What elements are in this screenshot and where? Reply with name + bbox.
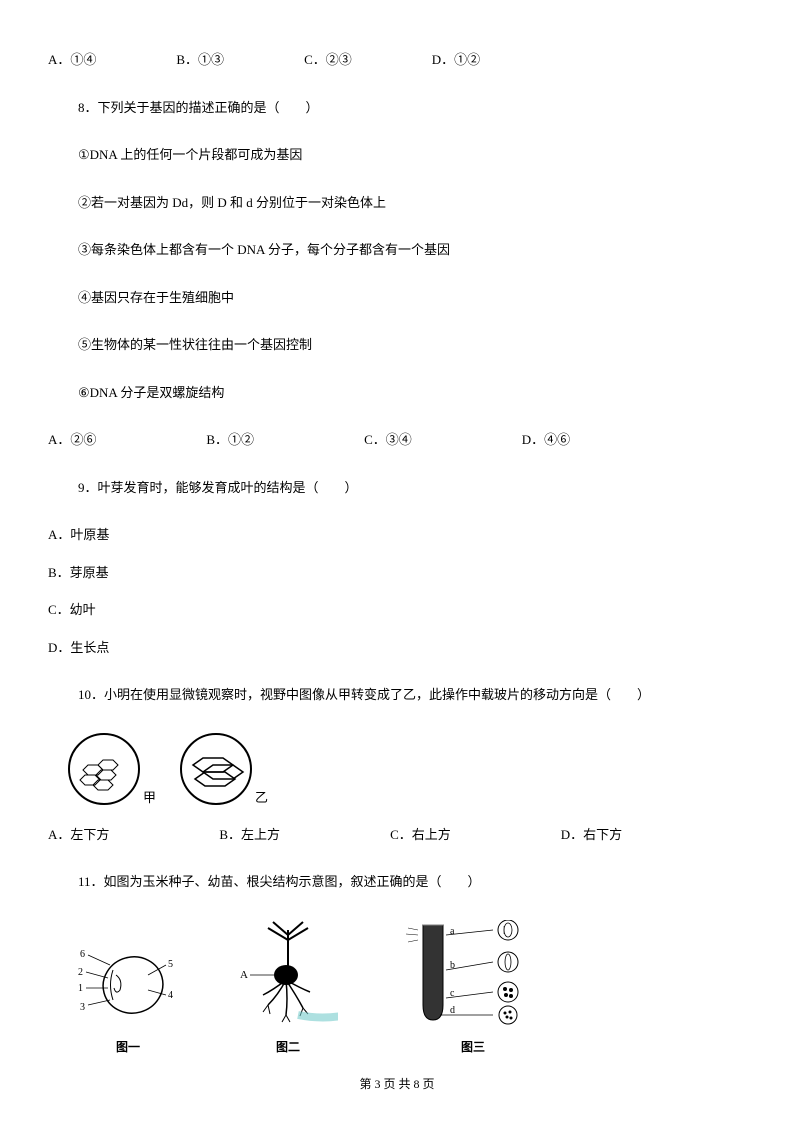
q8-option-b: B．①② xyxy=(206,430,254,450)
root-label-a: a xyxy=(450,926,455,937)
root-tip-icon: a b c d xyxy=(398,920,548,1030)
q7-option-b: B．①③ xyxy=(176,50,224,70)
seed-num-2: 2 xyxy=(78,967,83,978)
seed-num-1: 1 xyxy=(78,983,83,994)
microscope-view-jia: 甲 xyxy=(68,733,140,805)
q11-stem: 11．如图为玉米种子、幼苗、根尖结构示意图，叙述正确的是（ ） xyxy=(78,872,746,892)
q9-option-c: C．幼叶 xyxy=(48,600,746,620)
q7-option-d: D．①② xyxy=(432,50,480,70)
q8-item-6: ⑥DNA 分子是双螺旋结构 xyxy=(78,383,746,403)
seedling-icon: A xyxy=(238,920,338,1030)
q8-item-2: ②若一对基因为 Dd，则 D 和 d 分别位于一对染色体上 xyxy=(78,193,746,213)
q10-option-d: D．右下方 xyxy=(561,825,622,845)
microscope-view-yi: 乙 xyxy=(180,733,252,805)
q10-figures: 甲 乙 xyxy=(68,733,746,805)
q9-stem: 9．叶芽发育时，能够发育成叶的结构是（ ） xyxy=(78,478,746,498)
seed-num-6: 6 xyxy=(80,949,85,960)
cells-yi-icon xyxy=(190,755,248,793)
root-label-c: c xyxy=(450,988,455,999)
q8-options: A．②⑥ B．①② C．③④ D．④⑥ xyxy=(48,430,746,450)
q8-stem: 8．下列关于基因的描述正确的是（ ） xyxy=(78,98,746,118)
q7-option-a: A．①④ xyxy=(48,50,96,70)
root-tip-figure: a b c d 图三 xyxy=(398,920,548,1056)
seed-num-5: 5 xyxy=(168,959,173,970)
root-label-b: b xyxy=(450,960,455,971)
q10-option-c: C．右上方 xyxy=(390,825,451,845)
q10-option-a: A．左下方 xyxy=(48,825,109,845)
q9-option-a: A．叶原基 xyxy=(48,525,746,545)
fig3-label: 图三 xyxy=(461,1038,485,1056)
page-footer: 第 3 页 共 8 页 xyxy=(0,1075,794,1093)
label-jia: 甲 xyxy=(143,788,156,808)
seed-icon: 6 2 1 3 5 4 xyxy=(78,930,178,1030)
cells-jia-icon xyxy=(78,750,133,795)
q8-option-d: D．④⑥ xyxy=(522,430,570,450)
q8-option-c: C．③④ xyxy=(364,430,412,450)
seed-num-3: 3 xyxy=(80,1002,85,1013)
q7-options: A．①④ B．①③ C．②③ D．①② xyxy=(48,50,746,70)
seed-num-4: 4 xyxy=(168,990,173,1001)
q8-item-1: ①DNA 上的任何一个片段都可成为基因 xyxy=(78,145,746,165)
seedling-label-a: A xyxy=(240,969,248,981)
fig2-label: 图二 xyxy=(276,1038,300,1056)
q8-item-3: ③每条染色体上都含有一个 DNA 分子，每个分子都含有一个基因 xyxy=(78,240,746,260)
q8-option-a: A．②⑥ xyxy=(48,430,96,450)
q9-option-b: B．芽原基 xyxy=(48,563,746,583)
fig1-label: 图一 xyxy=(116,1038,140,1056)
root-label-d: d xyxy=(450,1005,455,1016)
corn-seed-figure: 6 2 1 3 5 4 图一 xyxy=(78,930,178,1056)
q10-stem: 10．小明在使用显微镜观察时，视野中图像从甲转变成了乙，此操作中载玻片的移动方向… xyxy=(78,685,746,705)
q9-option-d: D．生长点 xyxy=(48,638,746,658)
q11-figures: 6 2 1 3 5 4 图一 A 图二 xyxy=(78,920,746,1056)
q10-options: A．左下方 B．左上方 C．右上方 D．右下方 xyxy=(48,825,746,845)
q10-option-b: B．左上方 xyxy=(219,825,280,845)
label-yi: 乙 xyxy=(255,788,268,808)
q8-item-4: ④基因只存在于生殖细胞中 xyxy=(78,288,746,308)
q7-option-c: C．②③ xyxy=(304,50,352,70)
q8-item-5: ⑤生物体的某一性状往往由一个基因控制 xyxy=(78,335,746,355)
corn-seedling-figure: A 图二 xyxy=(238,920,338,1056)
